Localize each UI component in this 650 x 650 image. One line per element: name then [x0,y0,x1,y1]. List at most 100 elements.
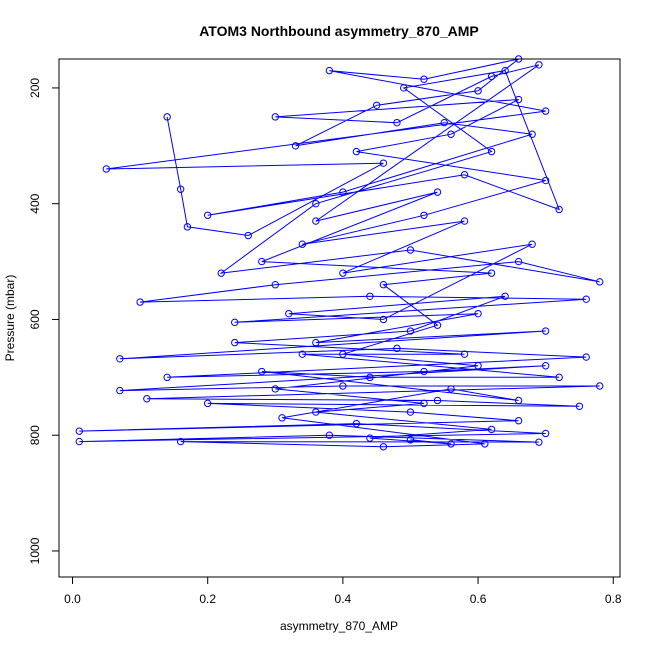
data-point [372,101,381,110]
data-point [312,338,320,347]
series-line [79,58,600,448]
data-point [278,414,286,422]
y-tick-label: 200 [28,78,42,98]
data-point [339,269,347,277]
data-point [487,269,496,277]
data-point [487,72,496,81]
data-point [298,240,307,248]
data-point [203,211,212,219]
y-tick-label: 400 [28,193,42,213]
x-tick-label: 0.4 [335,592,352,606]
data-point [501,66,509,75]
data-point [379,315,388,324]
data-point [460,171,469,179]
data-point [447,130,455,138]
data-point [102,165,111,173]
data-point [406,246,415,254]
data-point [514,257,523,266]
chart-title: ATOM3 Northbound asymmetry_870_AMP [199,23,479,39]
data-point [487,425,496,434]
data-point [400,84,408,92]
data-point [447,440,455,448]
data-point [244,231,252,240]
data-point [433,188,442,196]
data-point [143,395,151,403]
data-point [298,350,307,358]
data-point [366,292,374,300]
data-point [379,159,388,167]
data-point [582,353,590,361]
data-point [366,373,374,382]
data-point [116,386,124,395]
data-point [325,431,334,439]
data-point [291,142,300,150]
data-point [528,240,536,248]
data-point [163,373,171,382]
data-point [176,437,185,446]
data-point [379,443,388,451]
data-point [406,408,415,416]
data-point [406,436,415,444]
series-layer [75,55,604,451]
y-tick-label: 800 [28,425,42,445]
data-point [474,362,482,370]
data-point [116,355,124,363]
data-point [514,417,523,425]
data-point [541,429,550,438]
data-point [258,257,266,266]
data-point [271,113,279,121]
data-point [231,318,239,327]
plot-frame [58,58,621,578]
data-point [231,338,239,347]
data-point [366,434,374,442]
data-point [514,396,523,405]
data-point [528,130,536,138]
y-tick-label: 600 [28,309,42,329]
data-point [474,87,482,95]
data-point [339,350,347,358]
x-axis-label: asymmetry_870_AMP [280,619,398,633]
data-point [487,147,496,156]
data-point [420,399,428,408]
x-tick-label: 0.0 [64,592,81,606]
data-point [596,382,604,390]
data-point [555,205,563,214]
data-point [393,344,401,353]
y-tick-label: 1000 [28,537,42,564]
data-point [514,95,523,104]
data-point [339,188,347,196]
data-point [555,373,563,382]
data-point [75,427,83,435]
data-point [393,118,401,127]
data-point [312,408,320,416]
data-point [312,217,320,225]
data-point [582,295,590,303]
data-point [440,118,448,127]
data-point [352,147,361,156]
x-tick-label: 0.6 [470,592,487,606]
data-point [541,327,550,335]
data-point [433,321,442,329]
y-axis-label: Pressure (mbar) [3,275,17,362]
data-point [203,399,212,408]
data-point [75,437,83,446]
data-point [271,281,279,289]
y-axis: 200 400 600 800 1000 [28,78,60,564]
data-point [460,217,469,225]
data-point [575,402,584,410]
data-point [420,367,428,376]
data-point [163,113,171,121]
data-point [474,309,482,318]
data-point [433,396,442,405]
data-point [352,419,361,428]
data-point [596,278,604,286]
data-point [285,309,293,318]
data-point [325,66,334,75]
data-point [535,61,543,69]
data-point [420,75,428,83]
data-point [460,350,469,358]
data-point [481,440,489,448]
data-point [541,362,550,370]
data-point [136,298,144,306]
